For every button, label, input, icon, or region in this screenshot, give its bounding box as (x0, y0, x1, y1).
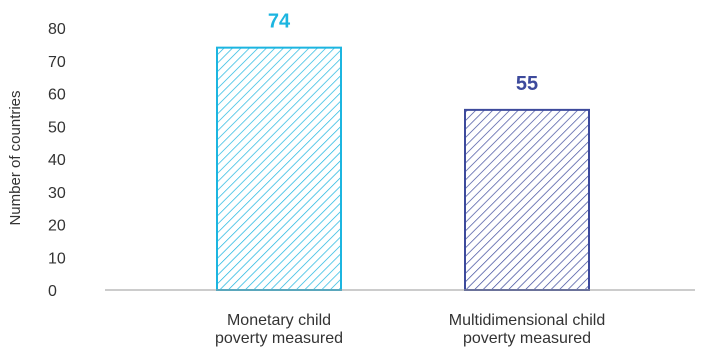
category-label: Monetary child poverty measured (215, 312, 343, 347)
data-label: 74 (268, 11, 291, 33)
category-label: Multidimensional child poverty measured (449, 312, 606, 347)
y-tick-label: 60 (48, 87, 66, 104)
y-tick-label: 70 (48, 54, 66, 71)
value-labels: 74 55 (268, 11, 538, 95)
bars (216, 46, 590, 292)
y-tick-label: 30 (48, 185, 66, 202)
y-tick-label: 0 (48, 283, 57, 300)
y-axis-title: Number of countries (7, 90, 24, 225)
category-labels: Monetary child poverty measured Multidimen… (215, 312, 605, 347)
data-label: 55 (516, 73, 538, 95)
y-tick-label: 50 (48, 119, 66, 136)
y-tick-label: 10 (48, 250, 66, 267)
y-tick-label: 40 (48, 152, 66, 169)
y-axis-ticks: 0 10 20 30 40 50 60 70 80 (48, 21, 66, 300)
bar (464, 108, 590, 291)
y-tick-label: 20 (48, 218, 66, 235)
bar (216, 46, 342, 292)
y-tick-label: 80 (48, 21, 66, 38)
